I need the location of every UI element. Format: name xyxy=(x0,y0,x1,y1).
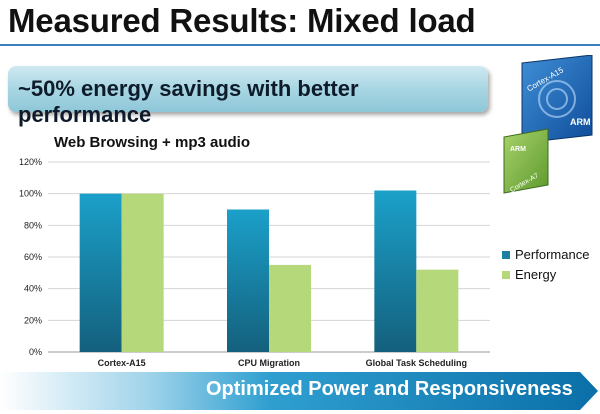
legend-item-performance: Performance xyxy=(502,247,589,262)
legend-item-energy: Energy xyxy=(502,267,556,282)
bar-energy-0 xyxy=(121,193,164,352)
chart-title: Web Browsing + mp3 audio xyxy=(54,134,250,151)
footer-banner xyxy=(0,372,598,410)
slide-title: Measured Results: Mixed load xyxy=(8,2,476,39)
legend-swatch-performance xyxy=(502,250,510,259)
little-chip: ARM Cortex-A7 xyxy=(503,128,549,194)
bar-energy-1 xyxy=(269,264,311,352)
legend-swatch-energy xyxy=(502,270,510,279)
y-tick-label: 60% xyxy=(24,252,42,262)
bar-performance-0 xyxy=(79,193,122,352)
y-tick-label: 20% xyxy=(24,315,42,325)
y-tick-label: 80% xyxy=(24,220,42,230)
x-tick-label: Cortex-A15 xyxy=(98,358,146,368)
big-little-chip-graphic: Cortex-A15 ARM ARM Cortex-A7 xyxy=(503,55,593,194)
y-tick-label: 0% xyxy=(29,347,42,357)
x-tick-label: Global Task Scheduling xyxy=(366,358,467,368)
x-tick-label: CPU Migration xyxy=(238,358,300,368)
bar-performance-1 xyxy=(227,209,269,352)
legend-label-energy: Energy xyxy=(515,267,557,282)
callout-box: ~50% energy savings with better performa… xyxy=(8,66,488,127)
callout-text: ~50% energy savings with better performa… xyxy=(18,76,359,127)
footer-text: Optimized Power and Responsiveness xyxy=(206,378,573,400)
y-tick-label: 40% xyxy=(24,284,42,294)
big-chip-logo: ARM xyxy=(570,117,591,127)
y-tick-label: 120% xyxy=(19,157,42,167)
bar-energy-2 xyxy=(416,269,459,352)
title-rule xyxy=(0,44,600,46)
bar-chart: 0% 20% 40% 60% 80% 100% 120% Cortex-A15 CPU Migr… xyxy=(19,157,490,368)
y-tick-label: 100% xyxy=(19,189,42,199)
big-chip: Cortex-A15 ARM xyxy=(521,55,593,144)
little-chip-logo: ARM xyxy=(510,146,526,153)
bar-performance-2 xyxy=(374,190,417,352)
legend-label-performance: Performance xyxy=(515,247,590,262)
